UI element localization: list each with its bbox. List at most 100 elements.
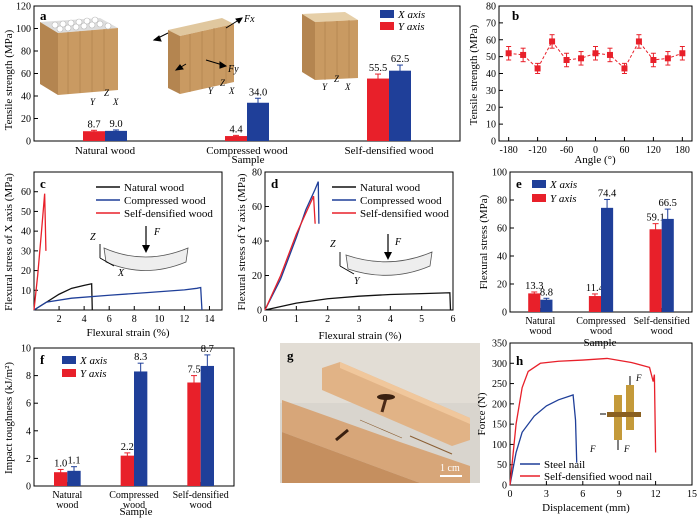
inset-force-label-top: F — [635, 373, 642, 383]
panel-b-letter: b — [512, 8, 519, 23]
panel-c-ylabel: Flexural stress of X axis (MPa) — [3, 173, 15, 311]
y-tick-label: 50 — [21, 207, 31, 218]
y-tick-label: 20 — [497, 280, 507, 291]
panel-a-bars: 8.7 9.0 4.4 34.0 55.5 62.5 — [83, 54, 411, 141]
y-tick-label: 50 — [497, 460, 507, 471]
panel-d-plot — [264, 181, 452, 311]
panel-h-plot — [509, 357, 657, 486]
legend-steel-nail: Steel nail — [544, 459, 585, 471]
legend-y-axis: Y axis — [80, 368, 107, 380]
x-tick-label: 4 — [82, 314, 87, 325]
panel-e-ylabel: Flexural stress (MPa) — [478, 194, 490, 289]
wood-nail-icon — [335, 394, 395, 442]
axis-letter-z: Z — [220, 78, 226, 88]
x-tick-label: 10 — [154, 314, 164, 325]
bar-x-axis-natural-wood — [105, 130, 127, 141]
y-tick-label: 150 — [492, 420, 507, 431]
y-tick-label: 4 — [26, 426, 31, 437]
inset-z-label: Z — [90, 232, 96, 243]
panel-a-legend: X axis Y axis — [380, 9, 425, 33]
data-label: 34.0 — [249, 87, 267, 98]
y-tick-label: 2 — [26, 454, 31, 465]
x-tick-label: 0 — [263, 314, 268, 325]
panel-e-bars: 13.38.8 11.4 74.4 59.1 66.5 — [525, 188, 677, 312]
category-label-compressed-wood: wood — [123, 500, 145, 511]
category-label-natural-wood: wood — [529, 326, 551, 337]
panel-c-axes: 10 20 30 40 50 60 2 4 6 8 10 12 14 — [21, 187, 214, 325]
category-label-self-densified-wood: Self-densified — [173, 490, 229, 501]
inset-x-label: X — [117, 268, 125, 279]
x-tick-label: 15 — [687, 489, 697, 500]
inset-f-label: F — [394, 237, 402, 248]
panel-d-letter: d — [271, 176, 279, 191]
bar-y-axis-natural-wood — [83, 131, 105, 141]
panel-g-photo: g 1 cm — [280, 343, 480, 483]
wood-joint-lower-piece — [282, 400, 470, 483]
x-tick-label: -60 — [560, 145, 573, 156]
y-tick-label: 0 — [26, 482, 31, 493]
nail-shear-test-inset: F F F — [589, 373, 642, 454]
y-tick-label: 100 — [16, 24, 31, 35]
bar-y-axis-natural-wood — [54, 472, 68, 486]
x-tick-label: 5 — [419, 314, 424, 325]
x-tick-label: 2 — [57, 314, 62, 325]
inset-force-label-left: F — [589, 444, 596, 454]
category-label-self-densified-wood: Self-densified wood — [345, 145, 434, 157]
y-tick-label: 0 — [257, 306, 262, 317]
y-tick-label: 60 — [21, 187, 31, 198]
inset-force-label-right: F — [623, 444, 630, 454]
legend-x-axis: X axis — [397, 9, 425, 21]
axis-letter-x: X — [228, 86, 235, 96]
data-point-angle--150 — [520, 51, 527, 58]
y-tick-label: 200 — [492, 399, 507, 410]
category-label-compressed-wood: wood — [590, 326, 612, 337]
data-label: 66.5 — [659, 198, 677, 209]
category-label-natural-wood: Natural — [52, 490, 82, 501]
panel-c-beam-inset: Z F X — [90, 226, 189, 279]
data-point-angle--30 — [578, 55, 585, 62]
data-point-angle-180 — [679, 50, 686, 57]
y-tick-label: 20 — [21, 266, 31, 277]
x-tick-label: 6 — [451, 314, 456, 325]
y-tick-label: 30 — [21, 246, 31, 257]
bar-x-axis-natural-wood — [67, 470, 81, 486]
x-tick-label: 60 — [619, 145, 629, 156]
data-label: 11.4 — [586, 283, 605, 294]
panel-b: b Tensile strength (MPa) Angle (°) 0 10 20… — [468, 2, 693, 166]
bar-y-axis-compressed-wood — [588, 296, 601, 312]
y-tick-label: 40 — [21, 227, 31, 238]
panel-c-xlabel: Flexural strain (%) — [86, 327, 169, 339]
panel-d-beam-inset: Z F Y — [330, 234, 433, 287]
data-point-angle-30 — [606, 51, 613, 58]
panel-d: d Flexural stress of Y axis (MPa) Flexur… — [236, 168, 456, 343]
data-label: 2.2 — [121, 442, 134, 453]
x-tick-label: 0 — [508, 489, 513, 500]
y-tick-label: 8 — [26, 371, 31, 382]
data-point-angle-120 — [650, 57, 657, 63]
panel-d-ylabel: Flexural stress of Y axis (MPa) — [236, 173, 248, 310]
panel-c-letter: c — [40, 176, 46, 191]
category-label-natural-wood: wood — [56, 500, 78, 511]
wood-joint-upper-piece — [322, 362, 470, 446]
bar-x-axis-natural-wood — [540, 299, 553, 312]
bar-x-axis-self-densified-wood — [389, 70, 411, 141]
y-tick-label: 80 — [21, 47, 31, 58]
panel-h-xlabel: Displacement (mm) — [542, 502, 630, 514]
data-label: 8.7 — [201, 344, 214, 355]
data-point-angle-150 — [664, 55, 671, 62]
axis-letter-z: Z — [334, 74, 340, 84]
data-point-angle--60 — [563, 57, 570, 63]
panel-h-ylabel: Force (N) — [476, 392, 488, 435]
y-tick-label: 20 — [486, 103, 496, 114]
axis-letter-y: Y — [90, 97, 96, 107]
panel-d-xlabel: Flexural strain (%) — [318, 330, 401, 342]
panel-b-frame — [498, 5, 693, 142]
legend-y-axis: Y axis — [398, 21, 425, 33]
y-tick-label: 40 — [21, 92, 31, 103]
panel-e-axes: 020406080100NaturalwoodCompressedwoodSel… — [492, 168, 690, 338]
y-tick-label: 20 — [252, 271, 262, 282]
panel-e: e Flexural stress (MPa) Sample 020406080… — [478, 168, 693, 349]
y-tick-label: 0 — [491, 137, 496, 148]
x-tick-label: 120 — [646, 145, 661, 156]
